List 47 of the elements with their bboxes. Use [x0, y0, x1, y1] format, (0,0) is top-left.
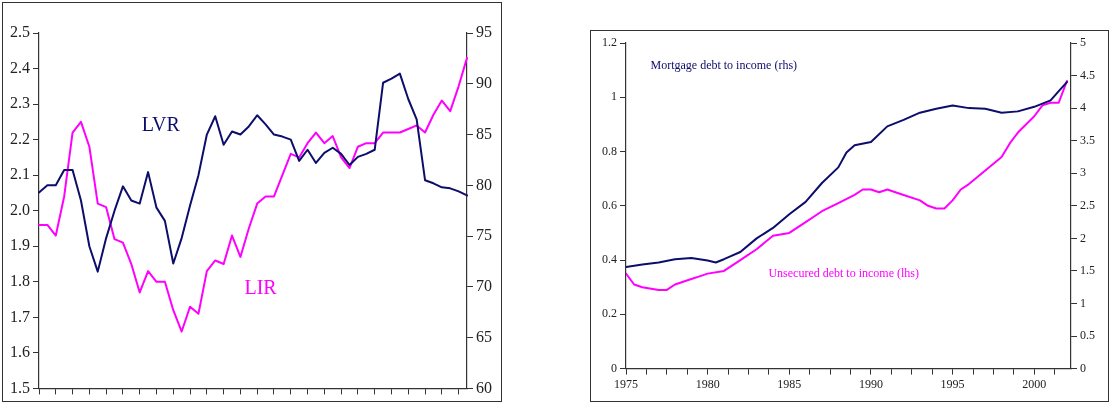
y-tick-label: 2.2: [10, 129, 30, 147]
y2-tick-label: 4.5: [1080, 67, 1095, 82]
series-label: LVR: [141, 112, 181, 135]
x-tick-label: 1990: [858, 376, 883, 391]
x-tick-label: 1985: [777, 376, 802, 391]
series-label: LIR: [244, 276, 278, 299]
y-tick-label: 1.7: [10, 307, 30, 325]
x-tick-label: 1980: [695, 376, 720, 391]
y-tick-label: 0: [611, 360, 617, 375]
series-label: Unsecured debt to income (lhs): [768, 266, 920, 281]
y-tick-label: 1: [611, 89, 617, 104]
y2-tick-label: 3.5: [1080, 132, 1095, 147]
y2-tick-label: 60: [476, 378, 492, 396]
y-tick-label: 1.9: [10, 236, 30, 254]
y2-tick-label: 3: [1080, 165, 1086, 180]
y-tick-label: 0.4: [602, 252, 617, 267]
y2-tick-label: 0.5: [1080, 328, 1095, 343]
y2-tick-label: 1: [1080, 295, 1086, 310]
y-tick-label: 1.6: [10, 343, 30, 361]
y2-tick-label: 70: [476, 277, 492, 295]
text: Mortgage debt to income (rhs): [650, 57, 798, 72]
y-tick-label: 0.6: [602, 197, 617, 212]
y-tick-label: 2.3: [10, 94, 30, 112]
y-tick-label: 2.5: [10, 23, 30, 41]
y2-tick-label: 5: [1080, 35, 1086, 50]
y-tick-label: 2.1: [10, 165, 30, 183]
x-tick-label: 1995: [940, 376, 965, 391]
y2-tick-label: 95: [476, 23, 492, 41]
x-tick-label: 2000: [1022, 376, 1047, 391]
y2-tick-label: 80: [476, 175, 492, 193]
y-tick-label: 2.0: [10, 200, 30, 218]
y2-tick-label: 90: [476, 73, 492, 91]
y-tick-label: 0.2: [602, 306, 617, 321]
y-tick-label: 1.2: [602, 35, 617, 50]
y2-tick-label: 0: [1080, 360, 1086, 375]
x-tick-label: 1975: [614, 376, 638, 391]
y-tick-label: 2.4: [10, 58, 30, 76]
y2-tick-label: 2.5: [1080, 197, 1095, 212]
y2-tick-label: 2: [1080, 230, 1086, 245]
y2-tick-label: 4: [1080, 100, 1086, 115]
y2-tick-label: 1.5: [1080, 263, 1095, 278]
y2-tick-label: 75: [476, 226, 492, 244]
y-tick-label: 0.8: [602, 143, 617, 158]
y-tick-label: 1.5: [10, 378, 30, 396]
y2-tick-label: 85: [476, 124, 492, 142]
y2-tick-label: 65: [476, 327, 492, 345]
y-tick-label: 1.8: [10, 271, 30, 289]
